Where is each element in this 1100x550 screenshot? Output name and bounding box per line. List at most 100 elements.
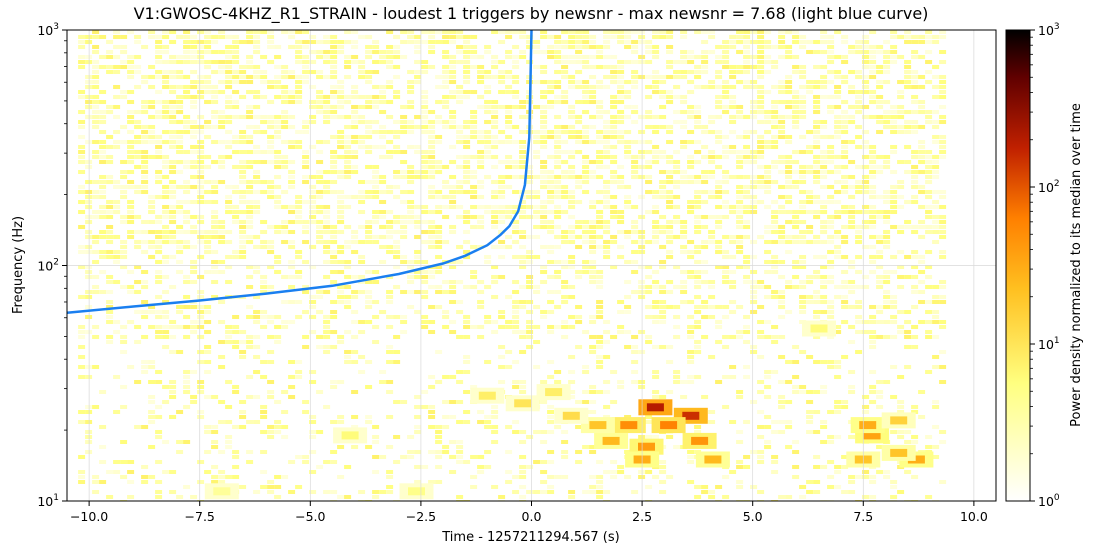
heat-cell: [575, 200, 583, 204]
heat-cell: [99, 120, 107, 124]
heat-cell: [582, 230, 590, 234]
heat-cell: [631, 290, 639, 294]
heat-cell: [505, 30, 513, 34]
heat-cell: [169, 210, 177, 214]
heat-cell: [442, 40, 450, 44]
heat-cell: [344, 265, 352, 269]
heat-cell: [134, 425, 142, 429]
heat-cell: [246, 55, 254, 59]
grid-lines: [67, 30, 996, 501]
heat-cell: [799, 35, 807, 39]
heat-cell: [99, 55, 107, 59]
heat-cell: [155, 280, 163, 284]
heat-cell: [183, 35, 191, 39]
heat-cell: [211, 425, 219, 429]
heat-cell: [491, 215, 499, 219]
heat-cell: [883, 210, 891, 214]
heat-cell: [841, 180, 849, 184]
heat-cell: [848, 370, 856, 374]
heat-cell: [274, 195, 282, 199]
heat-cell: [358, 490, 366, 494]
heat-cell: [435, 120, 443, 124]
heat-cell: [323, 170, 331, 174]
heat-cell: [85, 190, 93, 194]
heat-cell: [722, 275, 730, 279]
heat-cell: [540, 380, 548, 384]
heat-cell: [414, 50, 422, 54]
heat-cell: [715, 60, 723, 64]
heat-cell: [400, 290, 408, 294]
heat-cell: [820, 155, 828, 159]
heat-cell: [470, 110, 478, 114]
heat-cell: [470, 485, 478, 489]
heat-cell: [722, 80, 730, 84]
heat-cell: [897, 275, 905, 279]
heat-cell: [554, 125, 562, 129]
heat-cell: [792, 265, 800, 269]
heat-cell: [568, 115, 576, 119]
heat-cell: [659, 155, 667, 159]
heat-cell: [470, 50, 478, 54]
heat-cell: [225, 340, 233, 344]
heat-cell: [715, 220, 723, 224]
heat-cell: [78, 265, 86, 269]
heat-cell: [715, 245, 723, 249]
heat-cell: [582, 400, 590, 404]
heat-cell: [757, 135, 765, 139]
heat-cell: [442, 165, 450, 169]
heat-cell: [743, 130, 751, 134]
heat-cell: [904, 275, 912, 279]
heat-cell: [386, 470, 394, 474]
heat-cell: [813, 360, 821, 364]
heat-cell: [673, 305, 681, 309]
heat-cell: [624, 40, 632, 44]
heat-cell: [267, 390, 275, 394]
heat-cell: [400, 150, 408, 154]
heat-cell: [155, 75, 163, 79]
heat-cell: [78, 365, 86, 369]
heat-cell: [477, 75, 485, 79]
heat-cell: [330, 95, 338, 99]
heat-cell: [505, 185, 513, 189]
heat-cell: [393, 460, 401, 464]
heat-cell: [274, 130, 282, 134]
heat-cell: [421, 65, 429, 69]
heat-cell: [92, 215, 100, 219]
heat-cell: [785, 425, 793, 429]
heat-cell: [99, 180, 107, 184]
heat-cell: [358, 180, 366, 184]
heat-cell: [631, 160, 639, 164]
heat-cell: [141, 280, 149, 284]
heat-cell: [127, 155, 135, 159]
heat-cell: [778, 160, 786, 164]
heat-cell: [421, 30, 429, 34]
heat-cell: [211, 265, 219, 269]
heat-cell: [351, 95, 359, 99]
heat-cell: [141, 105, 149, 109]
heat-cell: [127, 65, 135, 69]
heat-cell: [127, 180, 135, 184]
heat-cell: [288, 245, 296, 249]
heat-cell: [589, 40, 597, 44]
heat-cell: [92, 405, 100, 409]
heat-cell: [316, 70, 324, 74]
heat-cell: [162, 30, 170, 34]
heat-cell: [491, 245, 499, 249]
heat-cell: [827, 155, 835, 159]
heat-cell: [113, 30, 121, 34]
heat-cell: [645, 40, 653, 44]
heat-cell: [540, 280, 548, 284]
heat-cell: [505, 85, 513, 89]
heat-cell: [85, 315, 93, 319]
heat-cell: [722, 55, 730, 59]
heat-cell: [295, 455, 303, 459]
heat-cell: [148, 445, 156, 449]
heat-cell: [470, 205, 478, 209]
heat-cell: [890, 125, 898, 129]
heat-cell: [617, 80, 625, 84]
heat-cell: [715, 225, 723, 229]
heat-cell: [617, 140, 625, 144]
heat-cell: [743, 265, 751, 269]
heat-cell: [449, 285, 457, 289]
heat-cell: [519, 150, 527, 154]
